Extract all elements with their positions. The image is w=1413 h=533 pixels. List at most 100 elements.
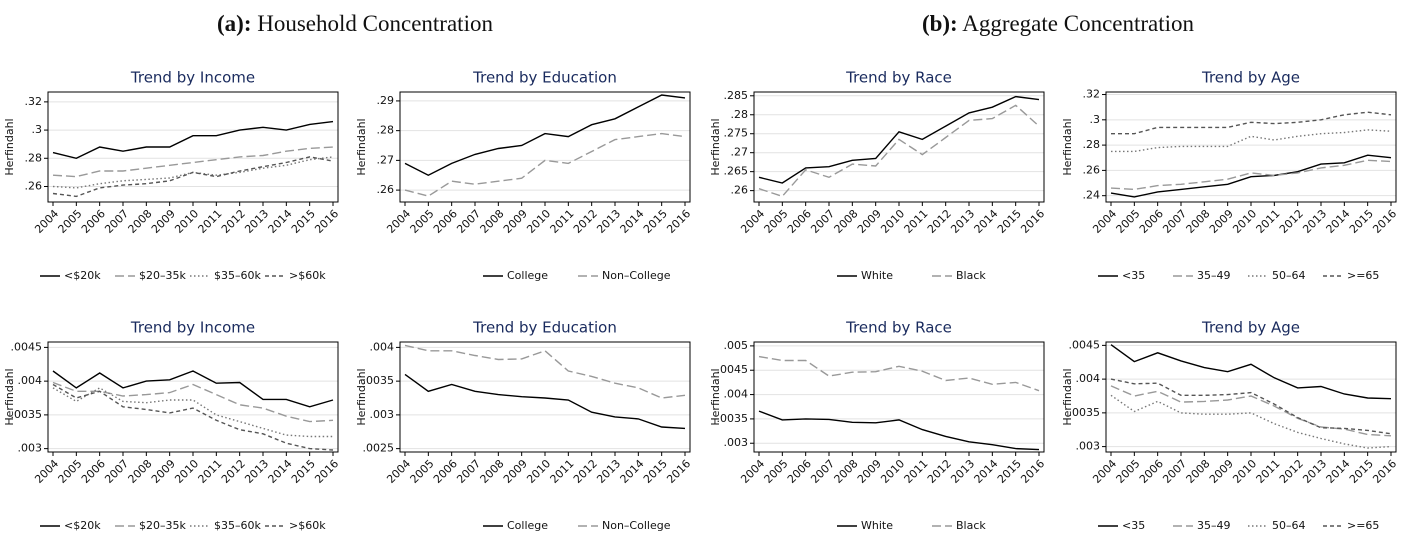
x-tick-label: 2004 xyxy=(384,207,413,236)
x-tick-label: 2005 xyxy=(762,457,791,486)
x-tick-label: 2012 xyxy=(571,457,600,486)
plot-frame xyxy=(753,91,1045,203)
x-tick-label: 2010 xyxy=(172,207,201,236)
plot-frame xyxy=(47,91,339,203)
x-tick-label: 2006 xyxy=(79,457,108,486)
x-tick-label: 2006 xyxy=(79,207,108,236)
legend-label: <35 xyxy=(1122,269,1145,282)
y-axis-label: Herfindahl xyxy=(3,368,16,425)
x-tick-label: 2016 xyxy=(1018,457,1047,486)
x-tick-label: 2009 xyxy=(855,457,884,486)
series-line xyxy=(1110,394,1392,449)
legend-label: >=65 xyxy=(1347,519,1379,532)
x-tick-label: 2015 xyxy=(995,207,1024,236)
x-tick-label: 2009 xyxy=(501,457,530,486)
y-tick-label: .0035 xyxy=(11,408,43,421)
x-tick-label: 2016 xyxy=(1370,457,1399,486)
legend-label: 50–64 xyxy=(1272,519,1306,532)
legend-label: White xyxy=(861,519,893,532)
y-tick-label: .0045 xyxy=(717,363,749,376)
series-line xyxy=(1111,111,1392,135)
x-tick-label: 2010 xyxy=(1230,457,1259,486)
y-tick-label: .0035 xyxy=(363,374,395,387)
x-tick-label: 2016 xyxy=(312,207,341,236)
plot-frame xyxy=(1105,341,1397,453)
legend-label: $20–35k xyxy=(139,519,186,532)
series-line xyxy=(1111,129,1392,153)
x-tick-label: 2014 xyxy=(972,207,1001,236)
series-line xyxy=(758,95,1040,184)
x-tick-label: 2012 xyxy=(925,457,954,486)
x-tick-label: 2009 xyxy=(855,207,884,236)
x-tick-label: 2016 xyxy=(664,207,693,236)
x-tick-label: 2005 xyxy=(762,207,791,236)
x-tick-label: 2008 xyxy=(832,457,861,486)
y-tick-label: .24 xyxy=(1083,189,1101,202)
y-tick-label: .0045 xyxy=(11,340,43,353)
x-tick-label: 2007 xyxy=(1160,207,1189,236)
x-tick-label: 2016 xyxy=(1018,207,1047,236)
x-tick-label: 2014 xyxy=(266,457,295,486)
x-tick-label: 2008 xyxy=(126,457,155,486)
x-tick-label: 2011 xyxy=(1254,457,1283,486)
x-tick-label: 2006 xyxy=(785,207,814,236)
y-tick-label: .004 xyxy=(724,388,749,401)
x-tick-label: 2007 xyxy=(454,207,483,236)
chart-title: Trend by Income xyxy=(130,319,255,337)
x-tick-label: 2013 xyxy=(594,457,623,486)
legend-label: <$20k xyxy=(64,269,101,282)
series-line xyxy=(52,156,334,198)
legend-label: College xyxy=(507,269,548,282)
plot-frame xyxy=(399,91,691,203)
x-tick-label: 2010 xyxy=(878,457,907,486)
y-tick-label: .0025 xyxy=(363,442,395,455)
x-tick-label: 2009 xyxy=(149,457,178,486)
x-tick-label: 2009 xyxy=(501,207,530,236)
x-tick-label: 2010 xyxy=(524,207,553,236)
x-tick-label: 2006 xyxy=(1137,457,1166,486)
legend-label: <35 xyxy=(1122,519,1145,532)
y-axis-label: Herfindahl xyxy=(1061,118,1074,175)
x-tick-label: 2012 xyxy=(219,457,248,486)
series-line xyxy=(1110,154,1392,198)
y-axis-label: Herfindahl xyxy=(1061,368,1074,425)
x-tick-label: 2012 xyxy=(925,207,954,236)
series-line xyxy=(404,373,686,430)
chart-title: Trend by Age xyxy=(1201,319,1300,337)
x-tick-label: 2016 xyxy=(312,457,341,486)
y-tick-label: .003 xyxy=(370,408,395,421)
series-line xyxy=(52,370,334,408)
x-tick-label: 2012 xyxy=(571,207,600,236)
x-tick-label: 2012 xyxy=(1277,457,1306,486)
y-axis-label: Herfindahl xyxy=(3,118,16,175)
series-line xyxy=(404,94,686,176)
panel-label: (b): xyxy=(922,11,958,36)
x-tick-label: 2005 xyxy=(56,207,85,236)
y-tick-label: .3 xyxy=(1090,113,1101,126)
series-line xyxy=(1110,378,1392,435)
x-tick-label: 2004 xyxy=(738,207,767,236)
x-tick-label: 2008 xyxy=(1184,207,1213,236)
series-line xyxy=(758,355,1040,392)
x-tick-label: 2006 xyxy=(431,207,460,236)
y-tick-label: .003 xyxy=(1076,440,1101,453)
x-tick-label: 2004 xyxy=(1090,207,1119,236)
chart-title: Trend by Education xyxy=(472,69,617,87)
x-tick-label: 2010 xyxy=(172,457,201,486)
panel-heading: (b): Aggregate Concentration xyxy=(922,11,1195,36)
chart-title: Trend by Income xyxy=(130,69,255,87)
y-tick-label: .28 xyxy=(25,151,43,164)
y-axis-label: Herfindahl xyxy=(355,368,368,425)
x-tick-label: 2011 xyxy=(548,207,577,236)
y-tick-label: .285 xyxy=(724,89,749,102)
x-tick-label: 2011 xyxy=(196,207,225,236)
x-tick-label: 2011 xyxy=(902,457,931,486)
x-tick-label: 2005 xyxy=(56,457,85,486)
chart-title: Trend by Race xyxy=(845,319,952,337)
y-tick-label: .26 xyxy=(1083,163,1101,176)
x-tick-label: 2009 xyxy=(1207,457,1236,486)
x-tick-label: 2013 xyxy=(594,207,623,236)
plot-frame xyxy=(1105,91,1397,203)
plot-frame xyxy=(399,341,691,453)
